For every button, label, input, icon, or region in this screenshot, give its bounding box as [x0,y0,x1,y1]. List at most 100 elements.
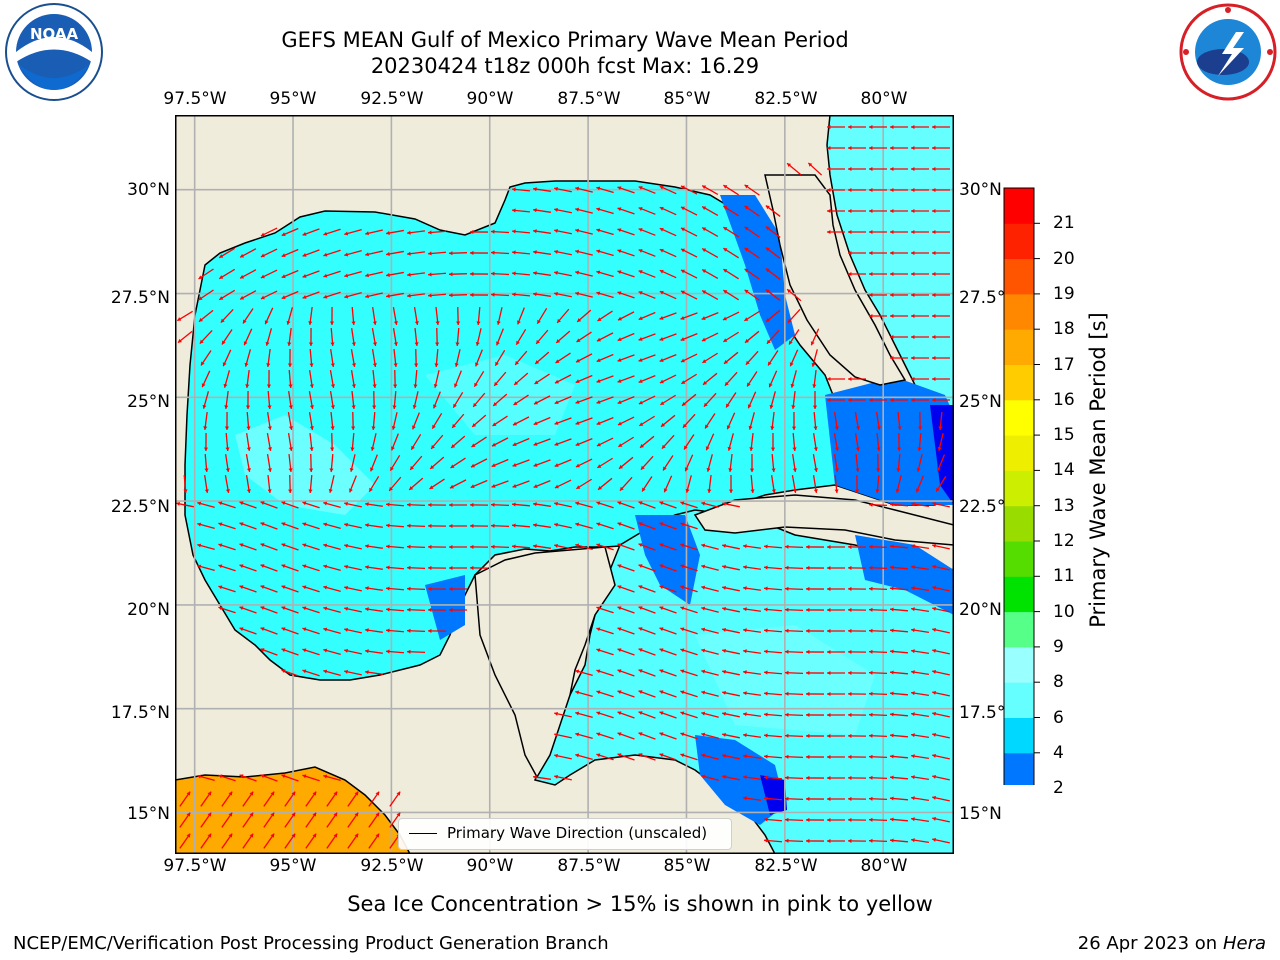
wave-arrow [728,453,733,473]
wave-arrow [427,502,447,508]
wave-arrow [763,586,783,591]
wave-arrow [596,711,614,719]
colorbar-tick-label: 17 [1053,354,1075,375]
wave-arrow [932,732,950,739]
wave-arrow [932,564,950,571]
wave-arrow [707,474,712,494]
wave-arrow [512,437,530,447]
wave-arrow [575,186,593,193]
wave-arrow [659,269,677,279]
wave-arrow [848,124,866,130]
colorbar-segment [1004,576,1034,613]
wave-arrow [638,291,656,299]
wave-arrow [889,502,909,507]
wave-arrow [454,349,461,367]
wave-arrow [472,392,486,408]
wave-arrow [197,501,215,508]
wave-arrow [722,606,740,613]
wave-arrow [597,477,613,491]
wave-arrow [326,833,338,849]
wave-arrow [281,227,299,237]
wave-arrow [784,565,804,570]
colorbar-segment [1004,188,1034,224]
wave-arrow [784,712,804,717]
wave-arrow [302,648,320,656]
wave-arrow [638,564,656,572]
wave-arrow [617,669,635,677]
wave-arrow [198,268,214,280]
wave-arrow [680,543,698,551]
wave-arrow [659,669,677,677]
wave-arrow [511,271,531,276]
wave-arrow [847,733,867,738]
wave-arrow [890,250,908,256]
wave-arrow [554,459,572,468]
wave-arrow [349,475,357,493]
lon-tick-top: 82.5°W [754,89,818,109]
wave-arrow [323,648,341,655]
wave-arrow [514,350,528,366]
wave-arrow [533,438,551,446]
wave-arrow [288,453,293,473]
wave-arrow [869,166,887,172]
wave-arrow [638,228,656,236]
wave-arrow [805,628,825,634]
wave-arrow [449,479,467,489]
wave-arrow [805,796,825,802]
colorbar-segment [1004,329,1034,365]
wave-arrow [701,332,719,342]
cuba-land [693,494,954,546]
wave-arrow [218,247,236,259]
wave-arrow [722,732,740,739]
wave-arrow [469,271,489,277]
wave-arrow [784,796,804,801]
wave-arrow [701,206,719,216]
wave-arrow [329,453,334,473]
wave-arrow [911,187,929,193]
wave-arrow [386,229,404,235]
wave-arrow [223,370,231,388]
wave-arrow [433,391,441,409]
wave-arrow [932,795,950,802]
wave-arrow [222,349,232,367]
wave-arrow [264,307,274,325]
wave-arrow [260,248,278,258]
wave-arrow [435,306,440,326]
wave-arrow [742,712,762,717]
wave-arrow [309,453,314,473]
wave-arrow [176,310,194,322]
wave-arrow [575,207,593,214]
wave-arrow [833,454,839,472]
svg-text:NOAA: NOAA [30,25,79,43]
wave-arrow [812,454,818,472]
wave-arrow [575,522,593,529]
wave-arrow [260,543,278,551]
wave-arrow [742,586,762,591]
wave-arrow [617,354,635,362]
wave-arrow [267,474,272,494]
wave-arrow [868,796,888,801]
lat-tick-right: 17.5°N [959,703,1019,723]
wave-arrow [680,690,698,698]
wave-arrow [471,414,487,428]
wave-arrow [826,817,846,823]
wave-arrow [789,349,799,367]
wave-arrow [890,355,908,361]
wave-arrow [916,454,923,472]
wave-arrow [406,607,426,612]
lat-tick-left: 15°N [127,804,170,824]
wave-arrow [937,433,944,451]
wave-arrow [805,607,825,613]
wave-arrow [533,271,551,276]
wave-arrow [805,565,825,571]
wave-arrow [469,250,489,256]
wave-arrow [389,791,401,807]
wave-arrow [868,586,888,591]
wave-arrow [765,247,781,259]
lat-tick-right: 30°N [959,180,1002,200]
wave-arrow [203,432,209,452]
wave-arrow [365,292,383,299]
wave-arrow [239,564,257,572]
wave-arrow [406,502,426,507]
wave-arrow [791,390,796,410]
